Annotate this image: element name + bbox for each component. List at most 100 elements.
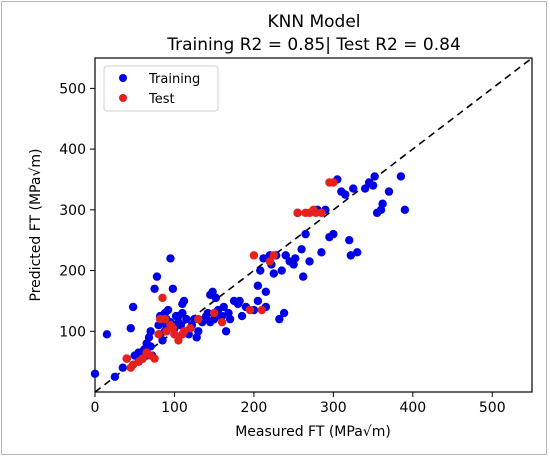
legend-marker-test <box>119 94 127 102</box>
point-training <box>152 272 162 281</box>
point-training <box>261 287 271 296</box>
point-training <box>235 296 244 306</box>
point-training <box>90 369 100 378</box>
point-training <box>182 314 191 324</box>
data-points <box>90 172 410 382</box>
point-training <box>305 257 314 266</box>
point-training <box>126 324 135 333</box>
point-training <box>298 272 308 281</box>
point-training <box>209 314 219 324</box>
point-training <box>370 172 379 181</box>
point-training <box>102 330 112 339</box>
legend: Training Test <box>103 65 219 112</box>
point-test <box>160 314 170 324</box>
chart-title: KNN Model <box>267 12 360 32</box>
point-training <box>253 281 263 290</box>
point-training <box>317 248 326 257</box>
point-training <box>277 266 286 275</box>
point-test <box>194 314 203 324</box>
reference-line <box>94 57 533 393</box>
point-test <box>179 327 189 336</box>
x-tick-label: 500 <box>479 400 506 416</box>
point-training <box>291 254 300 263</box>
x-tick-label: 300 <box>320 400 347 416</box>
legend-label-test: Test <box>148 92 175 107</box>
point-training <box>110 372 120 382</box>
point-training <box>269 269 278 278</box>
point-training <box>253 296 263 306</box>
point-test <box>162 327 171 336</box>
point-test <box>122 354 131 363</box>
point-training <box>345 235 354 245</box>
point-training <box>329 229 338 239</box>
point-training <box>400 205 410 215</box>
point-training <box>168 284 178 293</box>
x-axis-label: Measured FT (MPa√m) <box>235 424 391 440</box>
point-training <box>211 293 220 303</box>
point-test <box>158 293 167 303</box>
legend-box <box>103 65 219 112</box>
point-training <box>384 187 394 196</box>
point-training <box>203 308 213 318</box>
x-tick-label: 400 <box>399 400 426 416</box>
point-training <box>346 251 356 260</box>
point-training <box>178 308 187 318</box>
y-tick-label: 200 <box>59 264 86 280</box>
x-tick-label: 200 <box>241 400 268 416</box>
point-training <box>237 311 247 321</box>
point-test <box>154 330 163 339</box>
axis-ticks: 0 100 200 300 400 500 100 200 300 400 500 <box>59 81 505 416</box>
point-training <box>158 336 167 345</box>
point-training <box>146 342 155 351</box>
point-test <box>186 324 195 333</box>
x-tick-label: 100 <box>161 400 188 416</box>
point-test <box>329 178 338 187</box>
point-test <box>269 251 278 260</box>
point-training <box>146 327 155 336</box>
point-training <box>150 284 159 293</box>
point-training <box>279 308 289 318</box>
y-tick-label: 500 <box>59 81 86 97</box>
x-tick-label: 0 <box>91 400 100 416</box>
point-test <box>150 354 159 363</box>
point-training <box>179 296 189 306</box>
legend-marker-training <box>119 74 127 82</box>
point-training <box>217 311 227 321</box>
point-test <box>170 330 179 339</box>
point-training <box>221 327 231 336</box>
point-training <box>256 266 265 275</box>
y-tick-label: 300 <box>59 203 86 219</box>
point-training <box>378 199 387 208</box>
point-training <box>163 305 173 315</box>
point-test <box>138 354 147 363</box>
y-axis-label: Predicted FT (MPa√m) <box>28 149 44 302</box>
point-training <box>297 245 306 254</box>
point-training <box>118 363 128 372</box>
point-test <box>217 317 227 327</box>
point-training <box>166 254 175 263</box>
point-training <box>275 314 284 324</box>
point-training <box>194 327 203 336</box>
point-training <box>301 229 310 239</box>
point-test <box>317 208 326 218</box>
point-training <box>128 302 138 312</box>
point-training <box>353 248 362 257</box>
legend-label-training: Training <box>148 72 200 87</box>
point-training <box>281 251 290 260</box>
point-test <box>245 305 255 315</box>
point-training <box>341 190 350 199</box>
point-test <box>265 257 274 266</box>
point-test <box>174 336 183 345</box>
point-training <box>259 254 268 263</box>
y-tick-label: 400 <box>59 142 86 158</box>
point-training <box>396 172 406 181</box>
point-training <box>368 181 378 190</box>
y-tick-label: 100 <box>59 324 86 340</box>
point-test <box>293 208 302 218</box>
point-test <box>249 251 259 260</box>
point-training <box>349 184 358 193</box>
point-test <box>209 308 219 318</box>
chart-subtitle: Training R2 = 0.85| Test R2 = 0.84 <box>166 35 461 55</box>
point-training <box>360 184 370 193</box>
